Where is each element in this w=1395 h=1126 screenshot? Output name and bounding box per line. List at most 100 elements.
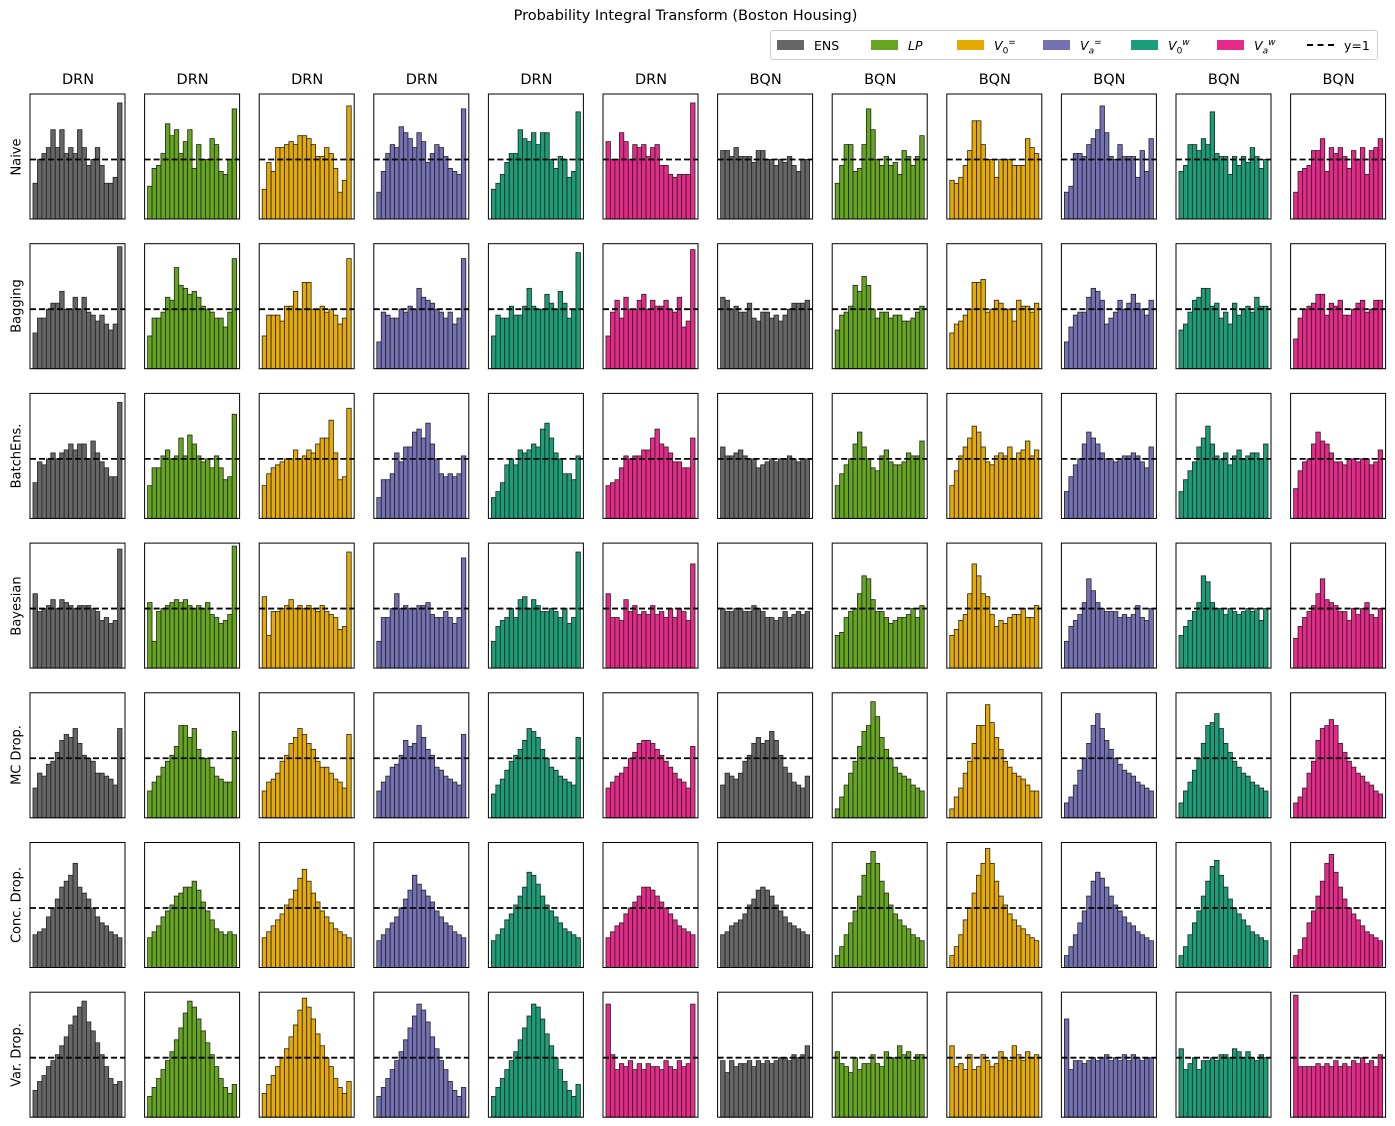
bar-r3-c10-b2	[1068, 476, 1074, 519]
panel-r1-c7	[717, 93, 814, 220]
bar-r7-c6-b1	[605, 1003, 611, 1118]
bar-r2-c5-b4	[504, 317, 510, 370]
bar-r1-c8-b6	[857, 167, 863, 220]
bar-r5-c9-b16	[1016, 775, 1022, 819]
bar-r2-c8-b20	[919, 305, 925, 370]
bar-r3-c12-b18	[1368, 464, 1375, 519]
bar-r1-c8-b15	[897, 173, 903, 220]
bar-r5-c4-b7	[403, 740, 409, 819]
bar-r7-c8-b5	[852, 1057, 858, 1118]
bar-r2-c1-b4	[45, 308, 52, 370]
bar-r4-c8-b1	[834, 634, 841, 669]
panel-r5-c9	[946, 692, 1043, 819]
bar-r3-c5-b5	[508, 458, 515, 519]
bar-r3-c7-b20	[804, 458, 811, 519]
bar-r6-c4-b6	[398, 907, 404, 968]
panel-frame-r3-c11	[1175, 392, 1272, 519]
bar-r6-c12-b20	[1377, 940, 1384, 968]
bar-r3-c7-b12	[769, 458, 775, 519]
bar-r2-c4-b17	[447, 311, 453, 370]
bar-r1-c4-b14	[434, 144, 440, 220]
bar-r7-c9-b10	[989, 1066, 995, 1118]
bar-r7-c8-b1	[834, 1051, 841, 1118]
bar-r2-c6-b18	[681, 326, 687, 370]
bar-r3-c5-b19	[571, 479, 577, 519]
bar-r4-c6-b8	[636, 614, 643, 669]
bar-r2-c1-b10	[72, 296, 78, 370]
bar-r1-c9-b16	[1016, 165, 1022, 220]
bar-r2-c3-b3	[270, 314, 276, 370]
bar-r2-c3-b20	[346, 258, 352, 370]
bar-r6-c8-b8	[865, 862, 872, 968]
bar-r4-c3-b1	[261, 596, 268, 669]
bar-r2-c3-b18	[337, 323, 343, 370]
column-title-4: DRN	[405, 72, 438, 88]
bar-r7-c5-b9	[526, 1015, 532, 1118]
bar-r2-c10-b18	[1139, 308, 1145, 370]
panel-r7-c12	[1290, 991, 1387, 1118]
bar-r5-c7-b9	[755, 737, 762, 819]
bar-r2-c10-b11	[1108, 317, 1114, 370]
bar-r7-c4-b12	[425, 1021, 431, 1118]
bar-r6-c4-b14	[434, 910, 440, 968]
bar-r6-c8-b13	[888, 904, 894, 968]
bar-r4-c11-b5	[1196, 602, 1202, 669]
bar-r3-c7-b16	[786, 455, 793, 519]
bar-r2-c5-b12	[539, 308, 546, 370]
bar-r6-c12-b1	[1293, 955, 1299, 968]
bar-r3-c2-b1	[147, 485, 153, 519]
bar-r4-c11-b6	[1200, 575, 1207, 669]
bar-r3-c10-b19	[1144, 467, 1150, 519]
bar-r1-c7-b8	[751, 162, 757, 220]
bar-r3-c4-b16	[443, 476, 449, 519]
bar-r4-c2-b16	[213, 617, 220, 669]
panel-frame-r1-c6	[602, 93, 699, 220]
panel-r3-c8	[831, 392, 928, 519]
bar-r3-c6-b16	[672, 461, 678, 519]
panel-frame-r6-c10	[1060, 842, 1157, 968]
bar-r2-c12-b11	[1337, 299, 1343, 370]
bar-r1-c11-b12	[1227, 173, 1233, 220]
panel-r1-c5	[487, 93, 584, 220]
bar-r4-c7-b9	[755, 608, 762, 669]
bar-r2-c9-b11	[993, 299, 1000, 370]
bar-r6-c5-b14	[548, 910, 555, 968]
panel-frame-r4-c3	[258, 542, 355, 669]
panel-frame-r5-c2	[144, 692, 241, 819]
bar-r3-c3-b18	[337, 479, 343, 519]
bar-r5-c6-b14	[663, 760, 669, 819]
panel-frame-r1-c4	[373, 93, 470, 220]
panel-r2-c1	[29, 243, 126, 370]
bar-r3-c8-b11	[879, 455, 885, 519]
bar-r6-c3-b4	[275, 919, 281, 968]
bar-r3-c9-b17	[1020, 449, 1026, 519]
bar-r1-c7-b7	[746, 156, 753, 220]
bar-r6-c10-b1	[1064, 955, 1070, 968]
bar-r3-c4-b12	[425, 422, 431, 519]
bar-r6-c7-b4	[733, 922, 739, 968]
bar-r2-c10-b17	[1135, 302, 1141, 370]
bar-r5-c5-b4	[504, 769, 510, 819]
bar-r1-c8-b2	[839, 165, 845, 220]
bar-r1-c6-b13	[659, 165, 665, 220]
bar-r6-c9-b14	[1007, 913, 1013, 968]
bar-r7-c8-b17	[906, 1051, 912, 1118]
bar-r1-c12-b15	[1355, 159, 1361, 220]
bar-r3-c12-b6	[1315, 431, 1321, 519]
bar-r6-c5-b16	[557, 922, 564, 968]
bar-r5-c1-b12	[81, 754, 87, 819]
bar-r5-c3-b10	[301, 734, 308, 819]
bar-r5-c12-b11	[1337, 743, 1343, 819]
bar-r7-c1-b19	[112, 1084, 118, 1118]
bar-r5-c10-b2	[1068, 796, 1074, 819]
bar-r6-c7-b7	[746, 904, 753, 968]
bar-r1-c1-b16	[99, 165, 105, 220]
bar-r6-c6-b1	[605, 937, 611, 968]
panel-r3-c6	[602, 392, 699, 519]
bar-r7-c9-b7	[976, 1066, 982, 1118]
panel-r5-c12	[1290, 692, 1387, 819]
legend-label-va-equal: Va=	[1080, 37, 1102, 56]
bar-r2-c12-b15	[1355, 302, 1361, 370]
bar-r1-c9-b11	[993, 176, 1000, 220]
bar-r2-c9-b10	[989, 308, 995, 370]
